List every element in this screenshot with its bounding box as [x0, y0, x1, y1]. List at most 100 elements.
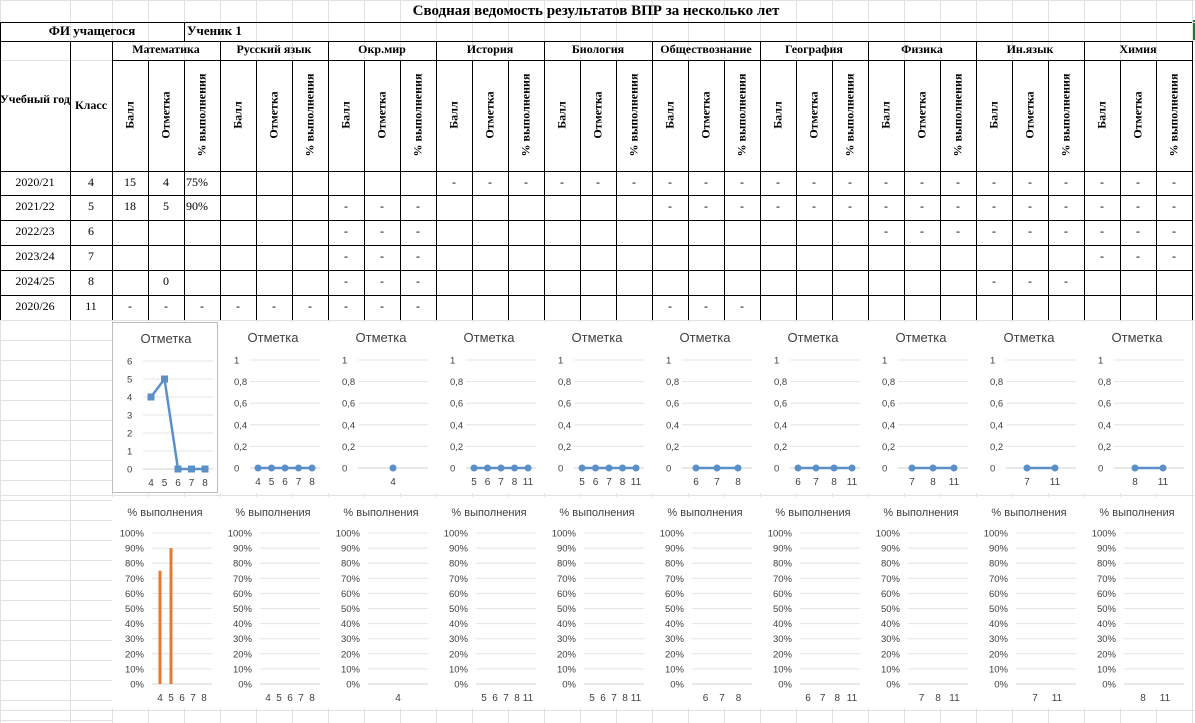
table-cell[interactable]: -: [992, 274, 996, 288]
row-year[interactable]: 2020/21: [15, 175, 55, 189]
table-cell[interactable]: [256, 249, 294, 270]
table-cell[interactable]: -: [524, 175, 528, 189]
table-cell[interactable]: [472, 299, 510, 320]
mark-chart[interactable]: Отметка 1 0,8 0,6 0,4 0,2 0 4: [328, 322, 434, 493]
table-cell[interactable]: [256, 199, 294, 220]
table-cell[interactable]: [292, 249, 330, 270]
table-cell[interactable]: [724, 249, 762, 270]
table-cell[interactable]: -: [992, 224, 996, 238]
table-cell[interactable]: -: [884, 224, 888, 238]
table-cell[interactable]: [760, 299, 798, 320]
table-cell[interactable]: -: [416, 299, 420, 313]
table-cell[interactable]: [544, 274, 582, 295]
percent-chart[interactable]: % выполнения 100% 90% 80% 70% 60% 50% 40% 30% 20%…: [112, 497, 218, 708]
table-cell[interactable]: -: [128, 299, 132, 313]
table-cell[interactable]: [580, 249, 618, 270]
table-cell[interactable]: [904, 249, 942, 270]
row-class[interactable]: 7: [88, 249, 94, 263]
table-cell[interactable]: -: [1064, 224, 1068, 238]
table-cell[interactable]: [1048, 299, 1086, 320]
table-cell[interactable]: -: [344, 199, 348, 213]
table-cell[interactable]: [1120, 299, 1158, 320]
mark-chart[interactable]: Отметка 1 0,8 0,6 0,4 0,2 0 7 8 11: [868, 322, 974, 493]
mark-chart[interactable]: Отметка 1 0,8 0,6 0,4 0,2 0 7 11: [976, 322, 1082, 493]
table-cell[interactable]: [256, 274, 294, 295]
table-cell[interactable]: [328, 175, 366, 195]
table-cell[interactable]: [256, 224, 294, 245]
table-cell[interactable]: [220, 249, 258, 270]
table-cell[interactable]: -: [344, 249, 348, 263]
table-cell[interactable]: [688, 224, 726, 245]
table-cell[interactable]: [760, 274, 798, 295]
table-cell[interactable]: [1012, 299, 1050, 320]
table-cell[interactable]: -: [416, 199, 420, 213]
table-cell[interactable]: [364, 175, 402, 195]
table-cell[interactable]: [832, 299, 870, 320]
table-cell[interactable]: [400, 175, 438, 195]
table-cell[interactable]: -: [560, 175, 564, 189]
mark-chart[interactable]: Отметка 1 0,8 0,6 0,4 0,2 0 5 6 7 8 11: [436, 322, 542, 493]
table-cell[interactable]: [184, 274, 222, 295]
table-cell[interactable]: [1120, 274, 1158, 295]
percent-chart[interactable]: % выполнения 100% 90% 80% 70% 60% 50% 40% 30% 20%…: [328, 497, 434, 708]
table-cell[interactable]: -: [776, 175, 780, 189]
table-cell[interactable]: -: [1100, 249, 1104, 263]
table-cell[interactable]: [184, 224, 222, 245]
table-cell[interactable]: 4: [163, 175, 169, 189]
percent-chart[interactable]: % выполнения 100% 90% 80% 70% 60% 50% 40% 30% 20%…: [436, 497, 542, 708]
percent-chart[interactable]: % выполнения 100% 90% 80% 70% 60% 50% 40% 30% 20%…: [652, 497, 758, 708]
table-cell[interactable]: [976, 249, 1014, 270]
table-cell[interactable]: [724, 224, 762, 245]
table-cell[interactable]: -: [1172, 199, 1176, 213]
table-cell[interactable]: -: [200, 299, 204, 313]
table-cell[interactable]: -: [344, 224, 348, 238]
table-cell[interactable]: [436, 274, 474, 295]
table-cell[interactable]: [544, 224, 582, 245]
table-cell[interactable]: [616, 249, 654, 270]
table-cell[interactable]: -: [380, 199, 384, 213]
table-cell[interactable]: [1084, 274, 1122, 295]
table-cell[interactable]: [940, 299, 978, 320]
table-cell[interactable]: [580, 199, 618, 220]
table-cell[interactable]: [292, 274, 330, 295]
table-cell[interactable]: [220, 175, 258, 195]
table-cell[interactable]: [508, 274, 546, 295]
table-cell[interactable]: [760, 224, 798, 245]
table-cell[interactable]: [904, 274, 942, 295]
table-cell[interactable]: -: [1136, 199, 1140, 213]
row-class[interactable]: 8: [88, 274, 94, 288]
table-cell[interactable]: [472, 274, 510, 295]
table-cell[interactable]: -: [776, 199, 780, 213]
table-cell[interactable]: [688, 274, 726, 295]
table-cell[interactable]: [148, 224, 186, 245]
table-cell[interactable]: [688, 249, 726, 270]
table-cell[interactable]: [580, 299, 618, 320]
table-cell[interactable]: -: [704, 299, 708, 313]
table-cell[interactable]: [976, 299, 1014, 320]
table-cell[interactable]: [940, 249, 978, 270]
table-cell[interactable]: -: [1100, 199, 1104, 213]
table-cell[interactable]: -: [812, 199, 816, 213]
table-cell[interactable]: -: [668, 175, 672, 189]
table-cell[interactable]: -: [848, 175, 852, 189]
table-cell[interactable]: [832, 249, 870, 270]
table-cell[interactable]: [436, 199, 474, 220]
table-cell[interactable]: -: [704, 199, 708, 213]
table-cell[interactable]: [796, 299, 834, 320]
percent-chart[interactable]: % выполнения 100% 90% 80% 70% 60% 50% 40% 30% 20%…: [868, 497, 974, 708]
row-class[interactable]: 4: [88, 175, 94, 189]
table-cell[interactable]: -: [1028, 199, 1032, 213]
row-year[interactable]: 2020/26: [15, 299, 55, 313]
table-cell[interactable]: -: [236, 299, 240, 313]
table-cell[interactable]: -: [740, 175, 744, 189]
table-cell[interactable]: -: [920, 199, 924, 213]
table-cell[interactable]: -: [920, 224, 924, 238]
table-cell[interactable]: -: [632, 175, 636, 189]
table-cell[interactable]: -: [740, 199, 744, 213]
table-cell[interactable]: -: [1100, 224, 1104, 238]
table-cell[interactable]: -: [884, 199, 888, 213]
table-cell[interactable]: [1084, 299, 1122, 320]
table-cell[interactable]: -: [1172, 249, 1176, 263]
table-cell[interactable]: -: [308, 299, 312, 313]
table-cell[interactable]: -: [1172, 175, 1176, 189]
